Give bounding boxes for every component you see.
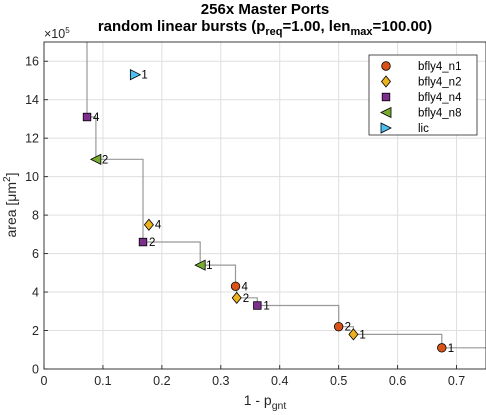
x-tick-label: 0.3 xyxy=(212,374,229,388)
legend-label: bfly4_n4 xyxy=(418,92,462,104)
legend-label: bfly4_n1 xyxy=(418,61,461,73)
data-point-bfly4-n4 xyxy=(82,112,92,122)
x-tick-label: 0.2 xyxy=(153,374,170,388)
data-point-bfly4-n1 xyxy=(437,343,447,353)
data-point-bfly4-n2 xyxy=(348,328,359,341)
y-tick-label: 0 xyxy=(32,363,39,377)
y-axis-label: area [μm2] xyxy=(2,173,19,238)
legend-marker-bfly4-n1 xyxy=(381,61,391,71)
x-tick-label: 0.5 xyxy=(330,374,347,388)
x-tick-label: 0.1 xyxy=(94,374,111,388)
data-label: 1 xyxy=(206,260,212,272)
data-label: 1 xyxy=(263,301,269,313)
data-label: 1 xyxy=(141,70,147,82)
y-tick-label: 6 xyxy=(32,247,39,261)
legend-label: bfly4_n8 xyxy=(418,108,461,120)
data-point-bfly4-n1 xyxy=(333,321,344,332)
x-tick-label: 0.6 xyxy=(389,374,406,388)
y-tick-label: 16 xyxy=(25,55,39,69)
y-tick-label: 12 xyxy=(25,132,39,146)
legend-label: lic xyxy=(418,123,429,135)
data-label: 2 xyxy=(102,154,108,166)
data-label: 2 xyxy=(149,237,155,249)
data-point-bfly4-n2 xyxy=(143,218,154,231)
legend-marker-bfly4-n4 xyxy=(381,92,391,102)
y-axis-multiplier: ×105 xyxy=(44,26,70,41)
data-point-bfly4-n1 xyxy=(230,281,241,291)
data-label: 2 xyxy=(345,322,351,334)
legend-marker-bfly4-n2 xyxy=(380,75,392,88)
y-tick-label: 4 xyxy=(32,286,39,300)
y-tick-label: 2 xyxy=(32,324,39,338)
data-label: 1 xyxy=(448,343,454,355)
chart-title-line2: random linear bursts (preq=1.00, lenmax=… xyxy=(98,18,432,38)
data-point-bfly4-n4 xyxy=(253,301,262,310)
data-point-bfly4-n4 xyxy=(138,237,148,247)
x-axis-ticks: 0 0.1 0.2 0.3 0.4 0.5 0.6 0.7 xyxy=(41,365,465,388)
y-tick-label: 8 xyxy=(32,209,39,223)
data-point-bfly4-n8 xyxy=(89,153,102,165)
data-point-bfly4-n2 xyxy=(231,291,242,304)
legend-label: bfly4_n2 xyxy=(418,77,461,89)
y-axis-ticks: 0 2 4 6 8 10 12 14 16 xyxy=(25,55,48,377)
data-point-bfly4-n8 xyxy=(194,259,206,271)
data-point-lic xyxy=(129,69,142,81)
x-tick-label: 0.4 xyxy=(271,374,288,388)
data-label: 2 xyxy=(243,293,249,305)
legend-marker-lic xyxy=(380,122,392,134)
data-label: 4 xyxy=(93,112,100,124)
data-label: 4 xyxy=(242,281,249,293)
data-label: 1 xyxy=(359,329,365,341)
x-tick-label: 0 xyxy=(41,374,48,388)
axes-box xyxy=(43,41,486,370)
data-label: 4 xyxy=(155,220,162,232)
x-tick-label: 0.7 xyxy=(448,374,465,388)
axes-frame xyxy=(43,41,486,370)
chart-title-line1: 256x Master Ports xyxy=(201,1,329,18)
x-axis-label: 1 - pgnt xyxy=(244,392,287,412)
y-tick-label: 14 xyxy=(25,93,39,107)
legend-marker-bfly4-n8 xyxy=(380,106,392,119)
y-tick-label: 10 xyxy=(25,170,39,184)
